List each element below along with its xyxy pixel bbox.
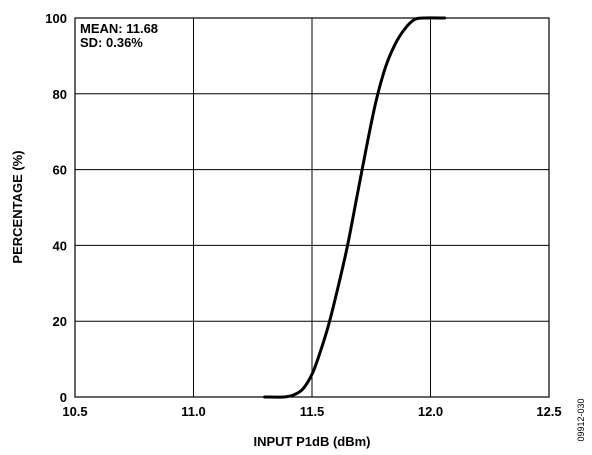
y-tick-label: 100	[45, 11, 67, 26]
x-tick-label: 12.5	[536, 404, 561, 419]
x-axis-title: INPUT P1dB (dBm)	[254, 434, 371, 449]
y-tick-label: 20	[53, 314, 67, 329]
figure-id: 09912-030	[576, 398, 586, 441]
y-tick-label: 60	[53, 163, 67, 178]
annotation-text: MEAN: 11.68	[80, 21, 158, 36]
x-tick-labels: 10.5 11.0 11.5 12.0 12.5	[62, 404, 561, 419]
plot-frame	[74, 17, 550, 398]
y-tick-labels: 0 20 40 60 80 100	[45, 11, 67, 405]
x-tick-label: 11.5	[300, 404, 325, 419]
annotation-text: SD: 0.36%	[80, 35, 143, 50]
y-tick-label: 80	[53, 87, 67, 102]
x-tick-label: 12.0	[418, 404, 443, 419]
y-tick-label: 0	[60, 390, 67, 405]
y-axis-title: PERCENTAGE (%)	[10, 150, 25, 263]
y-tick-label: 40	[53, 238, 67, 253]
x-tick-label: 10.5	[62, 404, 87, 419]
series-line	[263, 16, 447, 399]
x-tick-label: 11.0	[181, 404, 206, 419]
